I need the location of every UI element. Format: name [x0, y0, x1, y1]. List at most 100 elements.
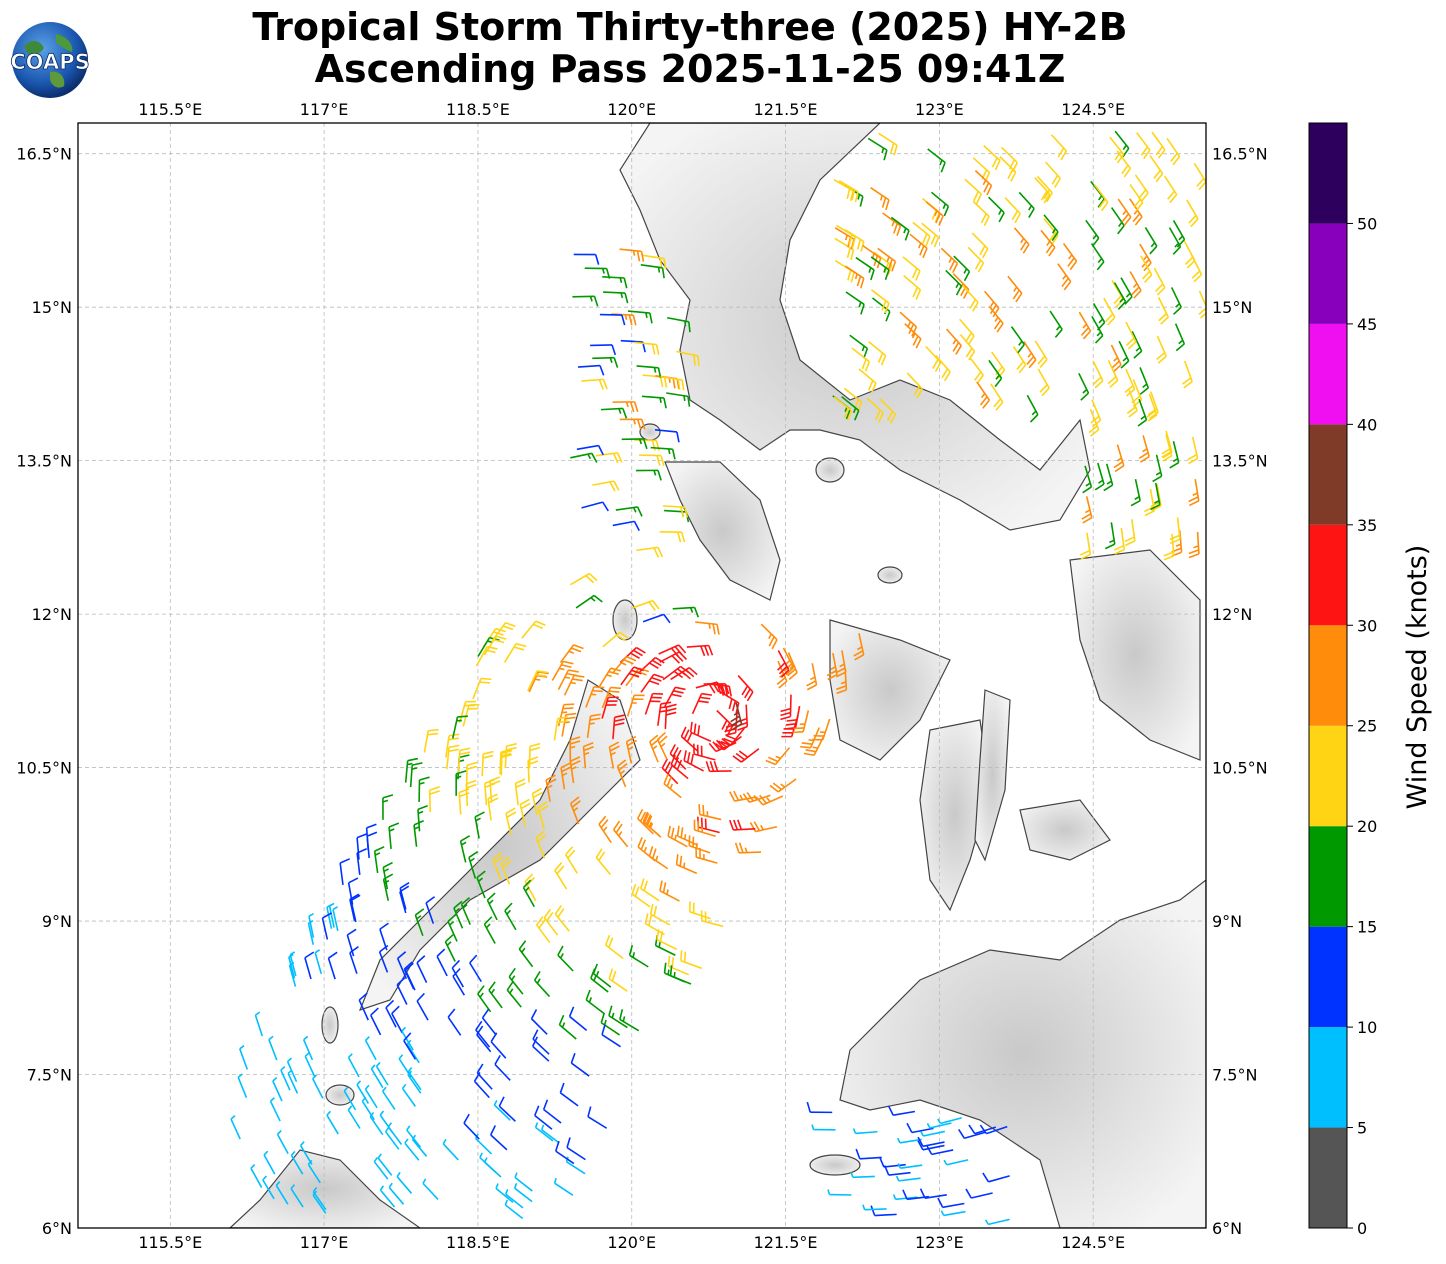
wind-barb	[870, 186, 890, 211]
colorbar-bin	[1309, 725, 1347, 827]
wind-barb	[806, 1101, 833, 1114]
colorbar-bin	[1309, 524, 1347, 626]
wind-barb	[659, 880, 680, 902]
wind-barb	[1004, 197, 1021, 224]
bohol-island	[1019, 799, 1111, 861]
wind-barb	[631, 883, 651, 908]
lat-tick-label: 10.5°N	[1212, 759, 1268, 778]
colorbar-bin	[1309, 826, 1347, 927]
wind-barb	[661, 758, 679, 785]
colorbar-tick-label: 25	[1357, 717, 1377, 736]
wind-barb	[660, 375, 685, 391]
colorbar-tick-label: 50	[1357, 214, 1377, 233]
wind-barb	[570, 572, 598, 586]
wind-barb	[385, 1127, 400, 1150]
wind-barb	[879, 1157, 906, 1168]
wind-barb	[503, 642, 527, 663]
wind-barb	[620, 666, 644, 686]
wind-barb	[592, 480, 620, 492]
wind-barb	[858, 368, 877, 394]
wind-barb	[902, 1189, 930, 1201]
wind-barb	[641, 395, 667, 409]
wind-barb	[878, 132, 898, 156]
wind-barb	[1149, 155, 1164, 183]
wind-barb	[534, 1122, 554, 1142]
wind-barb	[321, 912, 332, 940]
wind-barb	[1140, 255, 1153, 283]
wind-barb	[879, 398, 897, 424]
wind-barb	[302, 1035, 314, 1061]
wind-barb	[927, 148, 946, 173]
wind-barb	[765, 747, 791, 766]
wind-barb	[1013, 227, 1030, 254]
wind-barb	[921, 222, 940, 248]
wind-barb	[1151, 131, 1166, 159]
wind-barb	[543, 908, 559, 936]
wind-barb	[777, 650, 790, 678]
wind-barb	[533, 970, 551, 998]
wind-barb	[347, 1105, 361, 1129]
wind-barb	[1104, 522, 1116, 550]
colorbar-bin	[1309, 123, 1347, 224]
lon-tick-label: 121.5°E	[754, 100, 818, 119]
wind-barb	[564, 846, 578, 874]
wind-barb	[504, 1199, 524, 1220]
wind-barb	[237, 1073, 248, 1099]
title-line-1: Tropical Storm Thirty-three (2025) HY-2B	[252, 5, 1128, 49]
lat-ticks-right: 6°N 7.5°N 9°N 10.5°N 12°N 13.5°N 15°N 16.5°N	[1212, 145, 1268, 1238]
panay-island	[829, 619, 951, 761]
wind-barb	[1157, 297, 1170, 325]
wind-barb	[631, 599, 660, 611]
wind-barb	[883, 1165, 911, 1176]
wind-barb	[965, 1188, 993, 1199]
wind-barb	[608, 968, 628, 992]
wind-barb	[976, 381, 991, 409]
wind-barb	[481, 1008, 497, 1036]
wind-barb	[559, 644, 584, 664]
wind-barb	[664, 686, 686, 708]
wind-barb	[356, 848, 368, 875]
wind-barb	[667, 825, 688, 848]
wind-barb	[600, 407, 628, 419]
wind-barb	[1186, 199, 1199, 228]
wind-barb	[1129, 184, 1144, 212]
wind-barb	[537, 801, 549, 830]
wind-barb	[276, 1130, 289, 1155]
wind-barb	[561, 712, 577, 737]
colorbar-bin	[1309, 625, 1347, 726]
wind-barb	[882, 212, 902, 237]
wind-barb	[984, 1218, 1010, 1226]
wind-barb	[469, 954, 482, 983]
wind-barb	[853, 633, 865, 661]
wind-barb	[983, 145, 1001, 171]
wind-barb	[346, 928, 357, 957]
wind-barb	[962, 285, 979, 312]
colorbar-title: Wind Speed (knots)	[1402, 545, 1433, 810]
wind-barb	[640, 263, 665, 279]
lat-tick-label: 7.5°N	[1212, 1066, 1257, 1085]
wind-barb	[625, 735, 637, 764]
wind-barb	[1018, 191, 1035, 218]
colorbar-bin	[1309, 424, 1347, 525]
wind-barb	[1168, 227, 1182, 255]
wind-barb	[749, 821, 778, 833]
wind-barb	[1044, 161, 1061, 188]
wind-barb	[792, 710, 810, 734]
wind-barb	[299, 1141, 313, 1165]
wind-barb	[388, 822, 400, 849]
wind-barb	[453, 900, 464, 929]
wind-barb	[611, 655, 637, 674]
wind-barb	[230, 1115, 241, 1140]
land-masses	[229, 123, 1206, 1228]
wind-barb	[490, 1032, 507, 1059]
borneo-tip	[229, 1149, 422, 1228]
lon-tick-label: 121.5°E	[754, 1233, 818, 1252]
wind-barb	[695, 621, 720, 635]
wind-barb	[1188, 531, 1200, 559]
wind-barb	[1174, 323, 1186, 352]
wind-barb	[627, 310, 653, 324]
wind-barb	[590, 344, 617, 356]
wind-barb	[906, 372, 923, 399]
map-gridlines	[78, 123, 1206, 1228]
